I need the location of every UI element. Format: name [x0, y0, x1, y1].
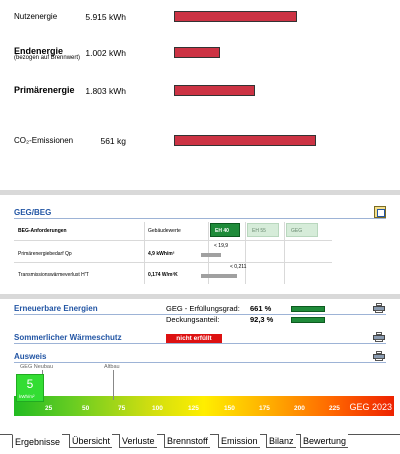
energy-value: 1.002 kWh	[85, 48, 126, 58]
scale-standard-label: GEG 2023	[349, 402, 392, 412]
ausweis-title: Ausweis	[14, 352, 47, 361]
summer-status-badge: nicht erfüllt	[166, 334, 222, 343]
printer-icon[interactable]	[373, 332, 385, 342]
kpi-label-deckungsanteil: Deckungsanteil:	[166, 315, 220, 324]
scale-tick: 75	[118, 405, 126, 412]
energy-row-nutzenergie: Nutzenergie 5.915 kWh	[0, 8, 400, 30]
row-limit: < 0,211	[230, 264, 247, 270]
energy-row-endenergie: Endenergie (bezogen auf Brennwert) 1.002…	[0, 45, 400, 67]
energy-efficiency-scale: 25 50 75 100 125 150 175 200 225	[14, 396, 394, 416]
table-row: Primärenergiebedarf Qp 4,9 kWh/m² < 19,9	[14, 242, 332, 263]
kpi-bar	[291, 306, 325, 312]
kpi-label-erfuellungsgrad: GEG - Erfüllungsgrad:	[166, 304, 240, 313]
current-value: 5	[26, 377, 34, 391]
energy-sublabel: (bezogen auf Brennwert)	[14, 55, 81, 61]
tab-bilanz[interactable]: Bilanz	[266, 434, 296, 448]
printer-icon[interactable]	[373, 303, 385, 313]
row-bar	[201, 274, 237, 278]
table-divider	[284, 222, 285, 284]
beg-requirements-table: BEG-Anforderungen Gebäudewerte EH 40 EH …	[14, 222, 332, 284]
tab-ergebnisse[interactable]: Ergebnisse	[12, 434, 63, 448]
energy-row-primaerenergie: Primärenergie 1.803 kWh	[0, 83, 400, 105]
tab-brennstoff[interactable]: Brennstoff	[164, 434, 210, 448]
level-eh40[interactable]: EH 40	[210, 223, 240, 237]
scale-tick: 125	[188, 405, 199, 412]
row-label: Primärenergiebedarf Qp	[18, 251, 72, 257]
summer-protection-title: Sommerlicher Wärmeschutz	[14, 333, 122, 342]
beg-section-title: GEG/BEG	[14, 208, 52, 217]
section-divider	[0, 190, 400, 195]
section-divider	[0, 294, 400, 299]
row-limit: < 19,9	[214, 243, 229, 249]
row-value: 4,9 kWh/m²	[148, 251, 175, 257]
energy-value: 561 kg	[100, 136, 126, 146]
row-value: 0,174 W/m²K	[148, 272, 178, 278]
header-col: Gebäudewerte	[148, 228, 181, 234]
energy-label: Primärenergie	[14, 85, 75, 95]
energy-label: Nutzenergie	[14, 12, 58, 21]
level-geg[interactable]: GEG	[286, 223, 318, 237]
row-label: Transmissionswärmeverlust H'T	[18, 272, 89, 278]
marker-label-altbau: Altbau	[104, 364, 120, 370]
energy-label: Endenergie	[14, 46, 64, 56]
tab-verluste[interactable]: Verluste	[119, 434, 157, 448]
scale-tick: 175	[259, 405, 270, 412]
energy-bar	[174, 47, 220, 58]
tab-uebersicht[interactable]: Übersicht	[69, 434, 113, 448]
kpi-bar	[291, 317, 325, 323]
current-value-marker: 5 kWh/m²	[16, 374, 44, 402]
scale-tick: 25	[45, 405, 53, 412]
tab-emission[interactable]: Emission	[218, 434, 260, 448]
marker-label-geg-neubau: GEG Neubau	[20, 364, 54, 370]
scale-tick: 200	[294, 405, 305, 412]
tab-bar: Ergebnisse Übersicht Verluste Brennstoff…	[0, 434, 400, 448]
header-label: BEG-Anforderungen	[18, 228, 67, 234]
tab-bewertung[interactable]: Bewertung	[300, 434, 349, 448]
table-divider	[245, 222, 246, 284]
renewables-title: Erneuerbare Energien	[14, 304, 98, 313]
section-rule	[14, 343, 386, 344]
section-rule	[14, 314, 386, 315]
current-unit: kWh/m²	[19, 394, 35, 399]
energy-row-co2: CO₂-Emissionen 561 kg	[0, 133, 400, 155]
energy-bar	[174, 85, 255, 96]
scale-tick: 50	[82, 405, 90, 412]
section-rule	[14, 218, 386, 219]
scale-tick: 100	[152, 405, 163, 412]
marker-line-altbau	[113, 370, 114, 400]
printer-icon[interactable]	[373, 351, 385, 361]
scale-tick: 225	[329, 405, 340, 412]
level-eh55[interactable]: EH 55	[247, 223, 279, 237]
kpi-value-deckungsanteil: 92,3 %	[250, 315, 274, 324]
energy-bar	[174, 135, 316, 146]
energy-value: 1.803 kWh	[85, 86, 126, 96]
energy-label: CO₂-Emissionen	[14, 136, 74, 145]
energy-bar	[174, 11, 297, 22]
section-rule	[14, 362, 386, 363]
energy-value: 5.915 kWh	[85, 12, 126, 22]
table-row: Transmissionswärmeverlust H'T 0,174 W/m²…	[14, 263, 332, 284]
row-bar	[201, 253, 221, 257]
table-header-row: BEG-Anforderungen Gebäudewerte EH 40 EH …	[14, 222, 332, 241]
scale-tick: 150	[224, 405, 235, 412]
edit-document-icon[interactable]	[374, 206, 386, 218]
table-divider	[144, 222, 145, 284]
kpi-value-erfuellungsgrad: 661 %	[250, 304, 272, 313]
